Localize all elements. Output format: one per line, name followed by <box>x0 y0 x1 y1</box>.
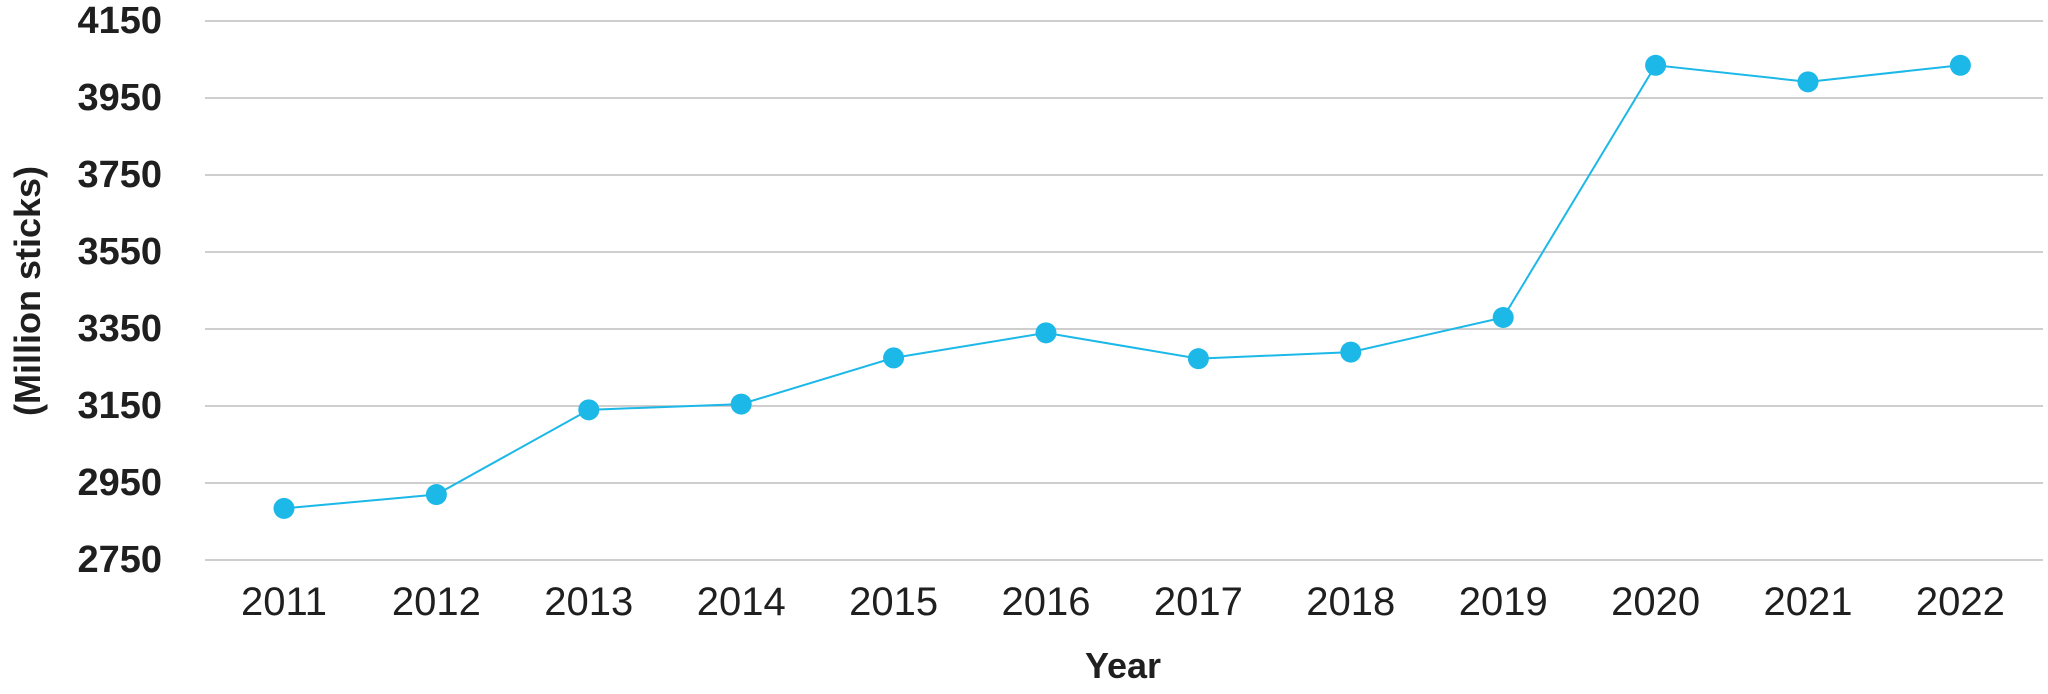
x-tick-label: 2012 <box>392 580 481 624</box>
data-point-2016 <box>1035 322 1057 344</box>
x-tick-label: 2015 <box>849 580 938 624</box>
data-point-2012 <box>425 484 447 506</box>
y-tick-label: 2950 <box>77 462 162 504</box>
data-point-2011 <box>273 497 295 519</box>
x-tick-label: 2022 <box>1916 580 2005 624</box>
series-line <box>283 64 1961 510</box>
y-tick-label: 3350 <box>77 308 162 350</box>
y-tick-label: 3950 <box>77 77 162 119</box>
data-point-2021 <box>1797 71 1819 93</box>
x-tick-label: 2020 <box>1611 580 1700 624</box>
y-tick-label: 3150 <box>77 385 162 427</box>
y-axis-title: (Million sticks) <box>7 166 48 416</box>
y-tick-label: 2750 <box>77 539 162 581</box>
y-tick-label: 3550 <box>77 231 162 273</box>
x-axis-title: Year <box>1085 645 1161 686</box>
y-axis-ticks: 4150 3950 3750 3550 3350 3150 2950 2750 <box>77 0 162 581</box>
data-point-2020 <box>1645 54 1667 76</box>
y-tick-label: 4150 <box>77 0 162 42</box>
x-tick-label: 2011 <box>241 580 327 624</box>
x-tick-label: 2013 <box>544 580 633 624</box>
x-tick-label: 2021 <box>1764 580 1853 624</box>
x-tick-label: 2014 <box>697 580 786 624</box>
data-point-2013 <box>578 399 600 421</box>
x-tick-label: 2019 <box>1459 580 1548 624</box>
data-point-2014 <box>730 393 752 415</box>
x-axis-ticks: 2011 2012 2013 2014 2015 2016 2017 2018 2019 2020… <box>241 580 2005 624</box>
x-tick-label: 2016 <box>1002 580 1091 624</box>
series-layer <box>273 54 1971 519</box>
y-tick-label: 3750 <box>77 154 162 196</box>
x-tick-label: 2017 <box>1154 580 1243 624</box>
gridlines <box>205 20 2043 561</box>
data-point-2015 <box>883 347 905 369</box>
data-point-2018 <box>1340 341 1362 363</box>
x-tick-label: 2018 <box>1306 580 1395 624</box>
data-point-2017 <box>1187 348 1209 370</box>
data-point-2022 <box>1949 54 1971 76</box>
data-point-2019 <box>1492 306 1514 328</box>
